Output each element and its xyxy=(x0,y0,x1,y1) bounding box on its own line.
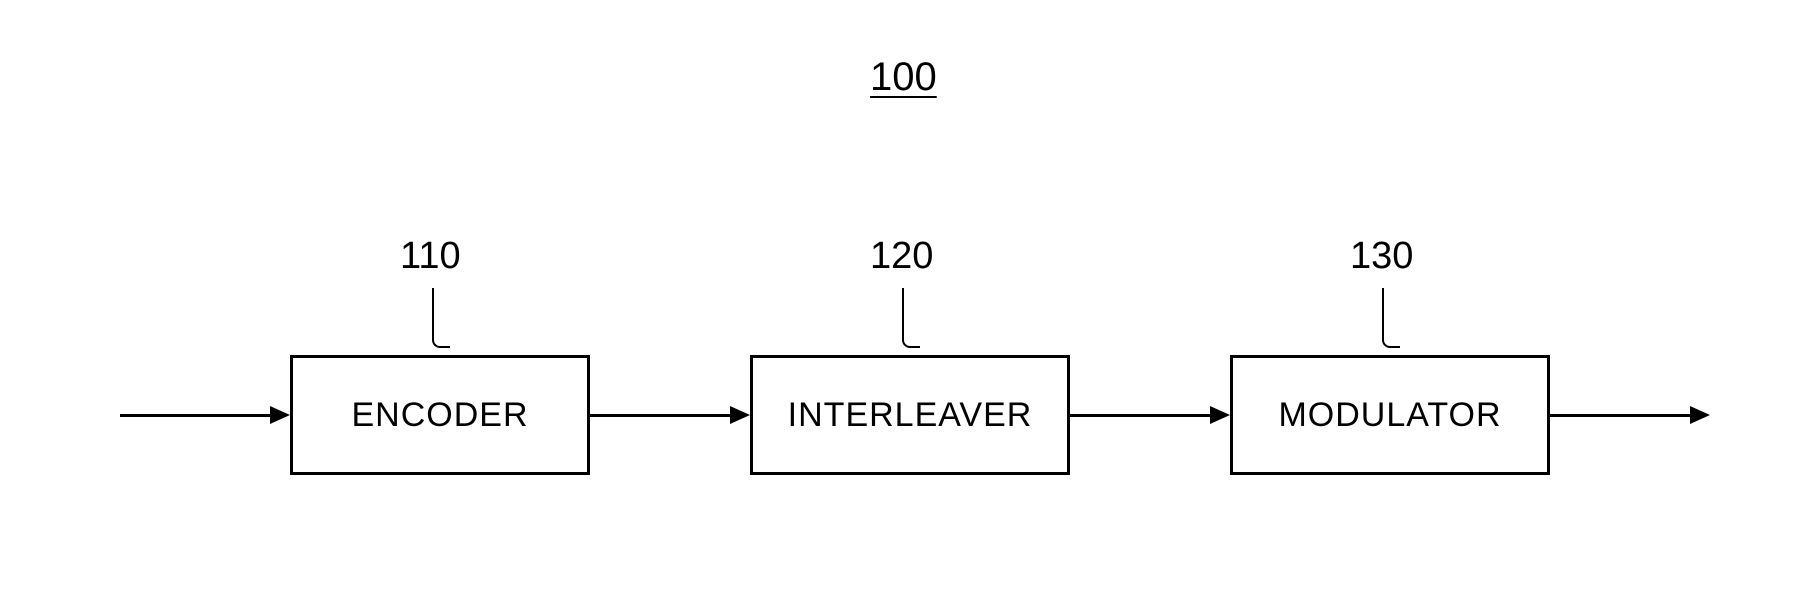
interleaver-block-label: INTERLEAVER xyxy=(788,396,1033,435)
interleaver-leader xyxy=(902,288,920,348)
arrow-3-head xyxy=(1690,406,1710,424)
arrow-1-line xyxy=(590,414,730,417)
arrow-3-line xyxy=(1550,414,1690,417)
interleaver-ref-label: 120 xyxy=(870,235,933,278)
arrow-1-head xyxy=(730,406,750,424)
modulator-ref-label: 130 xyxy=(1350,235,1413,278)
encoder-block: ENCODER xyxy=(290,355,590,475)
modulator-block-label: MODULATOR xyxy=(1278,396,1501,435)
arrow-0-head xyxy=(270,406,290,424)
arrow-2-head xyxy=(1210,406,1230,424)
encoder-ref-label: 110 xyxy=(400,235,461,278)
encoder-leader xyxy=(432,288,450,348)
interleaver-block: INTERLEAVER xyxy=(750,355,1070,475)
arrow-2-line xyxy=(1070,414,1210,417)
modulator-leader xyxy=(1382,288,1400,348)
modulator-block: MODULATOR xyxy=(1230,355,1550,475)
figure-title: 100 xyxy=(870,55,937,100)
encoder-block-label: ENCODER xyxy=(351,396,528,435)
arrow-0-line xyxy=(120,414,270,417)
